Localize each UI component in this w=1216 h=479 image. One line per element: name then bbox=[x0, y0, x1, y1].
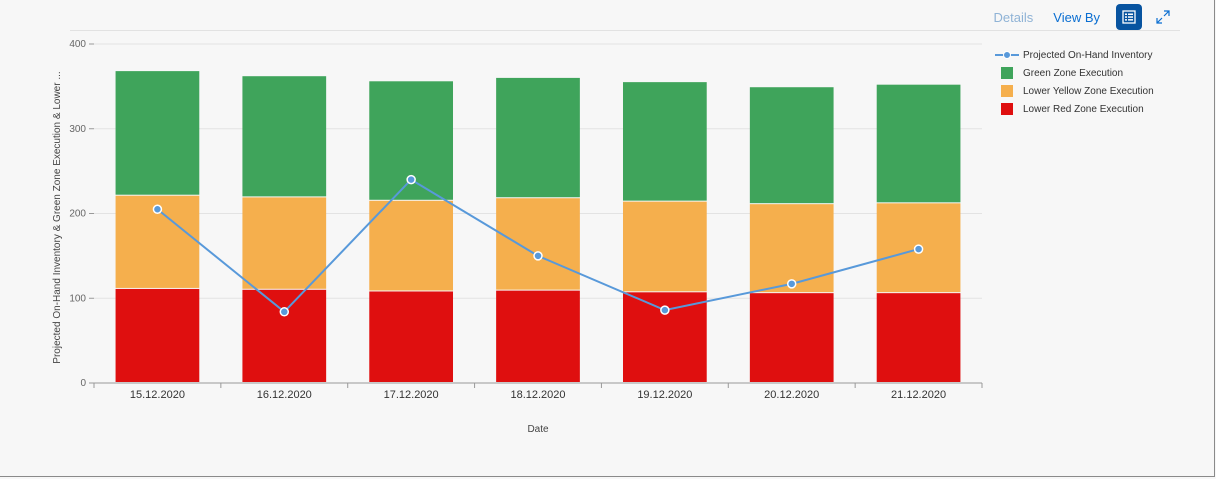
y-tick-label: 200 bbox=[69, 209, 86, 220]
fullscreen-icon bbox=[1156, 10, 1170, 24]
legend-swatch bbox=[1001, 85, 1013, 97]
x-tick-label: 17.12.2020 bbox=[384, 389, 439, 401]
line-point[interactable] bbox=[152, 204, 163, 215]
bar-segment-green-zone-execution[interactable] bbox=[496, 77, 580, 198]
legend-label: Green Zone Execution bbox=[1023, 67, 1124, 79]
legend-icon bbox=[1122, 10, 1136, 24]
x-tick-label: 19.12.2020 bbox=[637, 389, 692, 401]
line-point[interactable] bbox=[786, 279, 797, 289]
bar-segment-lower-yellow-zone-execution[interactable] bbox=[242, 197, 327, 289]
y-tick-label: 300 bbox=[69, 124, 86, 135]
y-tick-label: 100 bbox=[69, 293, 86, 304]
legend-swatch bbox=[1001, 67, 1013, 79]
x-tick-label: 16.12.2020 bbox=[257, 389, 312, 401]
y-tick-label: 0 bbox=[80, 378, 86, 389]
bar-segment-green-zone-execution[interactable] bbox=[876, 84, 961, 203]
bar-segment-lower-red-zone-execution[interactable] bbox=[749, 293, 834, 382]
line-point[interactable] bbox=[913, 244, 924, 254]
legend-label: Lower Yellow Zone Execution bbox=[1023, 85, 1154, 97]
chart-toolbar: Details View By bbox=[986, 4, 1176, 30]
line-point[interactable] bbox=[660, 305, 670, 315]
legend-label: Lower Red Zone Execution bbox=[1023, 103, 1144, 115]
legend-item[interactable]: Lower Yellow Zone Execution bbox=[995, 82, 1154, 100]
bar-segment-lower-red-zone-execution[interactable] bbox=[369, 291, 454, 382]
bar-segment-green-zone-execution[interactable] bbox=[749, 87, 834, 204]
y-axis: 0 100 200 300 400 bbox=[69, 39, 94, 389]
line-point[interactable] bbox=[406, 174, 416, 185]
x-tick-label: 20.12.2020 bbox=[764, 389, 819, 401]
bar-segment-lower-red-zone-execution[interactable] bbox=[242, 289, 327, 382]
y-tick-label: 400 bbox=[69, 39, 86, 50]
x-axis-title: Date bbox=[527, 424, 549, 435]
bar-series bbox=[115, 71, 961, 382]
bar-segment-lower-red-zone-execution[interactable] bbox=[115, 288, 200, 382]
line-point[interactable] bbox=[533, 251, 543, 261]
toolbar-divider bbox=[70, 30, 1180, 31]
legend-item[interactable]: Green Zone Execution bbox=[995, 64, 1154, 82]
fullscreen-button[interactable] bbox=[1150, 4, 1176, 30]
details-button[interactable]: Details bbox=[993, 9, 1034, 25]
bar-segment-lower-yellow-zone-execution[interactable] bbox=[369, 200, 454, 291]
bar-segment-lower-red-zone-execution[interactable] bbox=[876, 293, 961, 382]
x-axis: 15.12.2020 16.12.2020 17.12.2020 18.12.2020… bbox=[93, 382, 983, 401]
legend-label: Projected On-Hand Inventory bbox=[1023, 49, 1153, 61]
bar-segment-lower-yellow-zone-execution[interactable] bbox=[749, 204, 834, 293]
bar-segment-lower-yellow-zone-execution[interactable] bbox=[496, 198, 580, 290]
y-axis-title: Projected On-Hand Inventory & Green Zone… bbox=[52, 71, 63, 363]
bar-segment-green-zone-execution[interactable] bbox=[242, 76, 327, 197]
bar-segment-green-zone-execution[interactable] bbox=[622, 82, 707, 201]
stacked-bar-line-chart: 0 100 200 300 400 15.12.2020 16.12.2020 17.12.… bbox=[52, 39, 983, 435]
x-tick-label: 15.12.2020 bbox=[130, 389, 185, 401]
legend-toggle-button[interactable] bbox=[1116, 4, 1142, 30]
legend-item[interactable]: Lower Red Zone Execution bbox=[995, 100, 1154, 118]
x-tick-label: 21.12.2020 bbox=[891, 389, 946, 401]
line-series bbox=[152, 174, 924, 317]
bar-segment-lower-yellow-zone-execution[interactable] bbox=[622, 201, 707, 292]
bar-segment-lower-red-zone-execution[interactable] bbox=[496, 290, 580, 382]
x-tick-label: 18.12.2020 bbox=[510, 389, 565, 401]
legend-line-marker bbox=[995, 49, 1019, 61]
legend-swatch bbox=[1001, 103, 1013, 115]
bar-segment-green-zone-execution[interactable] bbox=[115, 71, 200, 195]
chart-legend: Projected On-Hand Inventory Green Zone Ex… bbox=[995, 46, 1154, 118]
legend-item[interactable]: Projected On-Hand Inventory bbox=[995, 46, 1154, 64]
view-by-button[interactable]: View By bbox=[1053, 9, 1100, 25]
line-point[interactable] bbox=[279, 307, 290, 317]
